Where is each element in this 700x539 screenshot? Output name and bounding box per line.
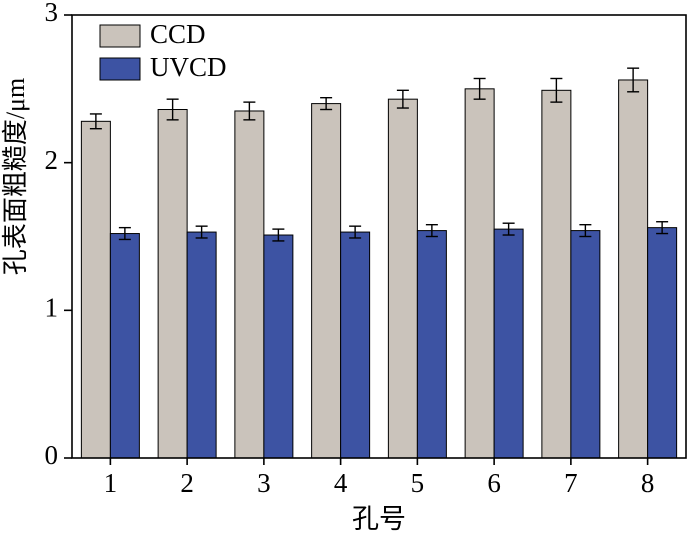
legend-swatch-ccd <box>99 24 141 48</box>
bar-uvcd-8 <box>647 227 678 459</box>
bar-uvcd-4 <box>340 231 371 459</box>
x-axis-title: 孔号 <box>352 504 406 534</box>
bar-uvcd-3 <box>263 234 294 459</box>
bar-ccd-7 <box>541 89 572 459</box>
plot-frame <box>71 14 687 459</box>
bar-uvcd-2 <box>186 231 217 459</box>
bar-ccd-4 <box>311 103 342 459</box>
x-tick-label: 1 <box>104 468 118 498</box>
x-tick-label: 4 <box>334 468 348 498</box>
y-axis-title: 孔表面粗糙度/μm <box>1 78 30 275</box>
y-tick-label: 0 <box>45 440 59 470</box>
bar-ccd-6 <box>464 88 495 459</box>
legend-label-uvcd: UVCD <box>150 52 227 82</box>
bar-ccd-1 <box>80 120 111 459</box>
x-tick-label: 6 <box>487 468 501 498</box>
legend-label-ccd: CCD <box>150 19 206 49</box>
bar-uvcd-7 <box>570 230 601 459</box>
x-tick-label: 5 <box>411 468 425 498</box>
x-tick-label: 8 <box>641 468 655 498</box>
bar-ccd-5 <box>387 98 418 459</box>
error-bars-uvcd <box>118 221 669 242</box>
x-tick-label: 2 <box>180 468 194 498</box>
bar-ccd-8 <box>618 79 649 459</box>
legend-swatch-uvcd <box>99 57 141 81</box>
bar-ccd-2 <box>157 109 188 459</box>
y-tick-label: 3 <box>45 0 59 27</box>
x-axis: 1 2 3 4 5 6 7 8 <box>104 458 655 498</box>
y-tick-label: 2 <box>45 145 59 175</box>
bar-uvcd-5 <box>416 230 447 459</box>
y-axis: 0 1 2 3 <box>45 0 72 470</box>
x-tick-label: 3 <box>257 468 271 498</box>
bar-ccd-3 <box>234 110 265 459</box>
x-tick-label: 7 <box>564 468 578 498</box>
bars-ccd <box>80 79 649 459</box>
bar-uvcd-6 <box>493 228 524 459</box>
error-bars-ccd <box>89 67 640 130</box>
y-tick-label: 1 <box>45 293 59 323</box>
bar-uvcd-1 <box>109 233 140 459</box>
